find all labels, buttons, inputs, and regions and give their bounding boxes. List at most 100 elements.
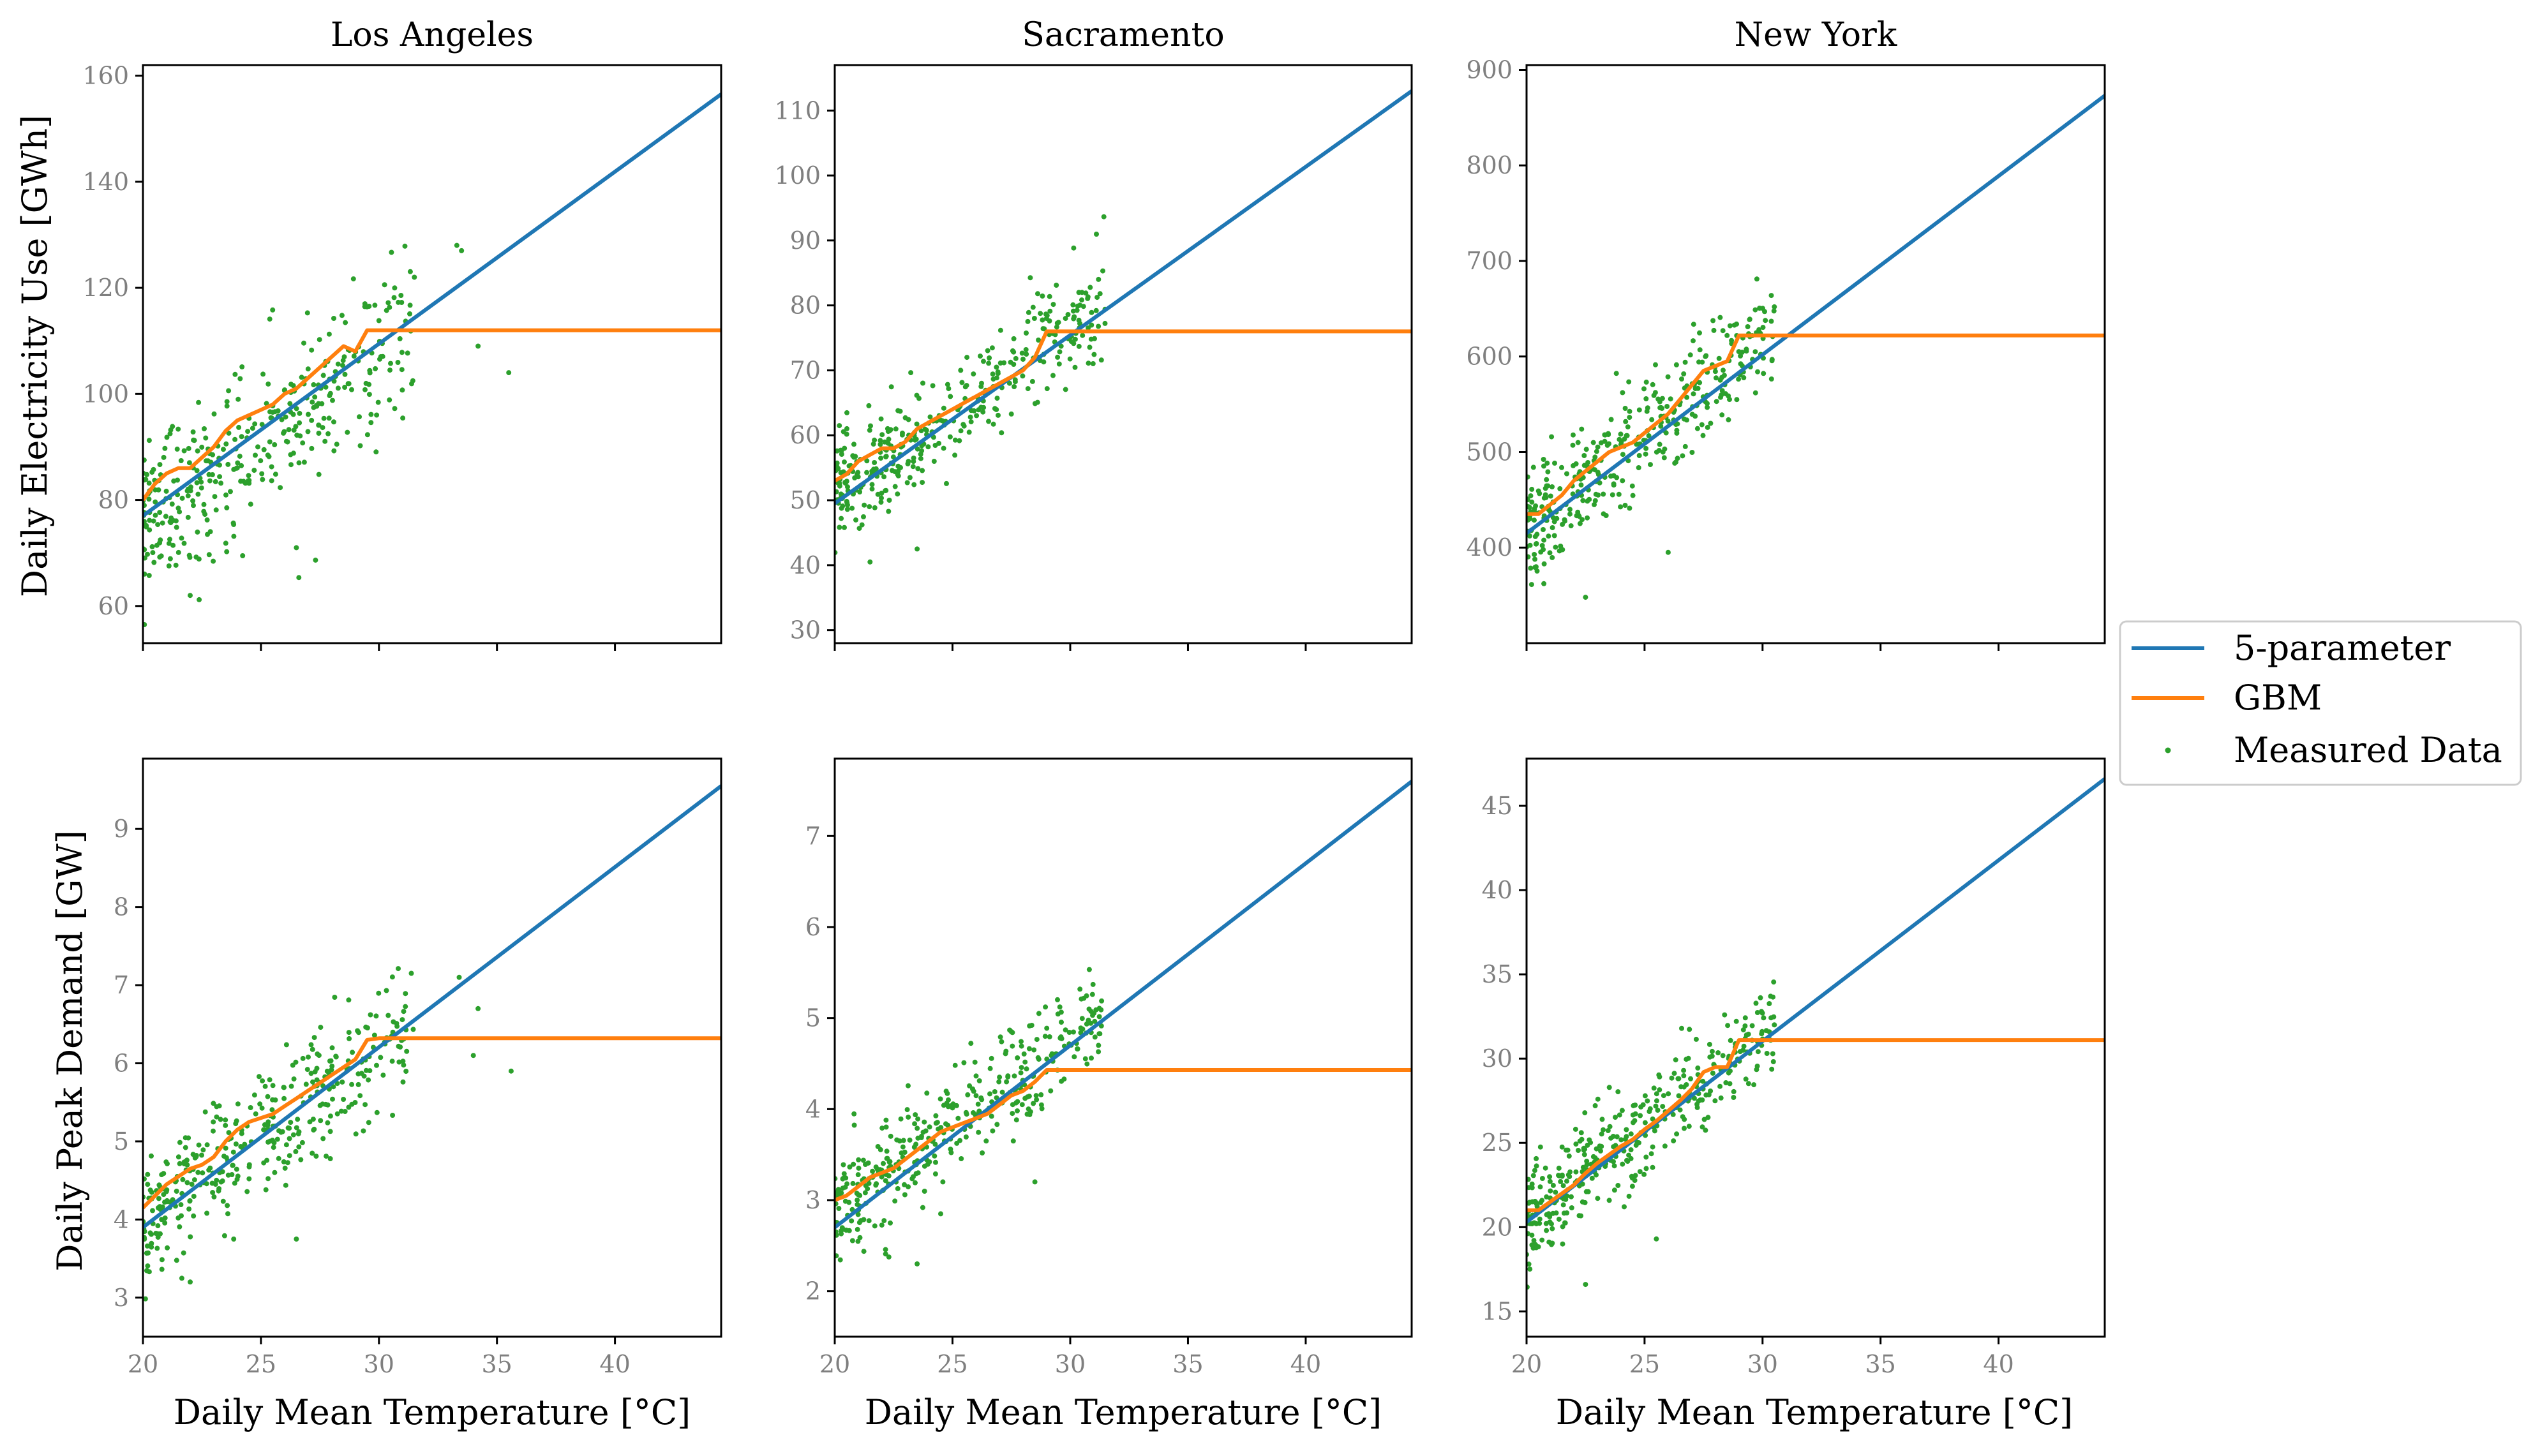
data-point xyxy=(1717,1083,1723,1089)
data-point xyxy=(966,429,972,435)
data-point xyxy=(399,350,405,355)
data-point xyxy=(842,1198,848,1204)
data-point xyxy=(1582,1147,1588,1152)
data-point xyxy=(224,403,230,409)
y-tick-label: 100 xyxy=(82,380,129,408)
data-point xyxy=(287,1153,292,1159)
data-point xyxy=(965,1092,971,1097)
data-point xyxy=(316,472,322,477)
data-point xyxy=(209,472,215,477)
data-point xyxy=(159,1172,165,1178)
data-point xyxy=(857,1235,863,1240)
data-point xyxy=(223,441,229,447)
data-point xyxy=(1100,268,1105,274)
data-point xyxy=(1632,1178,1638,1183)
data-point xyxy=(179,495,185,501)
x-tick-label: 35 xyxy=(1172,1350,1203,1378)
data-point xyxy=(1043,1004,1049,1010)
data-point xyxy=(407,311,412,316)
data-point xyxy=(197,597,202,602)
data-point xyxy=(879,1125,885,1131)
data-point xyxy=(226,1130,232,1136)
data-point xyxy=(1666,1091,1671,1097)
data-point xyxy=(1541,561,1547,567)
data-point xyxy=(1636,453,1642,458)
data-point xyxy=(843,1175,849,1181)
data-point xyxy=(389,974,395,980)
data-point xyxy=(837,1257,843,1263)
data-point xyxy=(915,546,920,552)
data-point xyxy=(1055,354,1061,360)
data-point xyxy=(915,1125,920,1131)
data-point xyxy=(866,403,872,408)
data-point xyxy=(225,1203,230,1208)
data-point xyxy=(1035,399,1040,405)
data-point xyxy=(927,1124,932,1130)
data-point xyxy=(1745,1081,1751,1087)
data-point xyxy=(895,408,901,413)
data-point xyxy=(147,517,153,523)
data-point xyxy=(948,394,953,399)
data-point xyxy=(1059,1078,1065,1084)
data-point xyxy=(327,1156,333,1161)
x-tick-label: 40 xyxy=(1983,1350,2013,1378)
data-point xyxy=(920,1205,925,1210)
data-point xyxy=(400,387,405,393)
data-point xyxy=(1587,496,1592,502)
data-point xyxy=(194,480,200,486)
data-point xyxy=(384,988,389,993)
data-point xyxy=(1578,1130,1584,1136)
data-point xyxy=(1099,998,1105,1004)
y-tick-label: 45 xyxy=(1482,792,1513,820)
data-point xyxy=(990,371,996,377)
data-point xyxy=(350,276,356,282)
data-point xyxy=(1606,432,1611,438)
data-point xyxy=(1532,552,1537,557)
data-point xyxy=(188,488,193,494)
data-point xyxy=(162,1220,168,1226)
data-point xyxy=(1675,421,1680,427)
data-point xyxy=(973,1073,979,1079)
data-point xyxy=(281,1085,287,1090)
data-point xyxy=(1751,1082,1757,1088)
data-point xyxy=(207,1165,213,1171)
data-point xyxy=(900,1144,906,1150)
data-point xyxy=(1039,1106,1045,1111)
data-point xyxy=(394,1023,400,1029)
data-point xyxy=(1651,392,1657,398)
data-point xyxy=(842,1184,848,1190)
data-point xyxy=(176,1154,181,1160)
data-point xyxy=(872,505,878,510)
data-point xyxy=(320,373,326,378)
data-point xyxy=(1097,1031,1103,1037)
data-point xyxy=(180,1177,186,1182)
data-point xyxy=(333,1053,339,1059)
data-point xyxy=(1706,1092,1712,1097)
data-point xyxy=(1654,1098,1659,1104)
data-point xyxy=(925,444,931,450)
data-point xyxy=(1595,444,1601,450)
data-point xyxy=(938,1125,944,1131)
data-point xyxy=(1050,302,1056,308)
data-point xyxy=(199,1152,204,1158)
data-point xyxy=(1740,1047,1746,1053)
data-point xyxy=(1048,1088,1054,1094)
data-point xyxy=(872,460,878,465)
data-point xyxy=(1605,1128,1611,1133)
data-point xyxy=(295,1131,301,1137)
data-point xyxy=(374,412,380,418)
data-point xyxy=(330,397,335,403)
panel-new-york-peak: 15 20 25 30 35 40 45 20 25 30 35 40 xyxy=(1482,757,2106,1378)
data-point xyxy=(288,452,294,457)
data-point xyxy=(1681,1067,1687,1073)
data-point xyxy=(174,446,180,452)
data-point xyxy=(978,405,984,410)
data-point xyxy=(145,551,150,557)
data-point xyxy=(1626,1193,1632,1199)
data-point xyxy=(872,437,878,443)
data-point xyxy=(273,472,278,477)
data-point xyxy=(322,438,328,444)
data-point xyxy=(1657,1087,1662,1093)
data-point xyxy=(1752,390,1758,396)
data-point xyxy=(1641,1171,1647,1177)
